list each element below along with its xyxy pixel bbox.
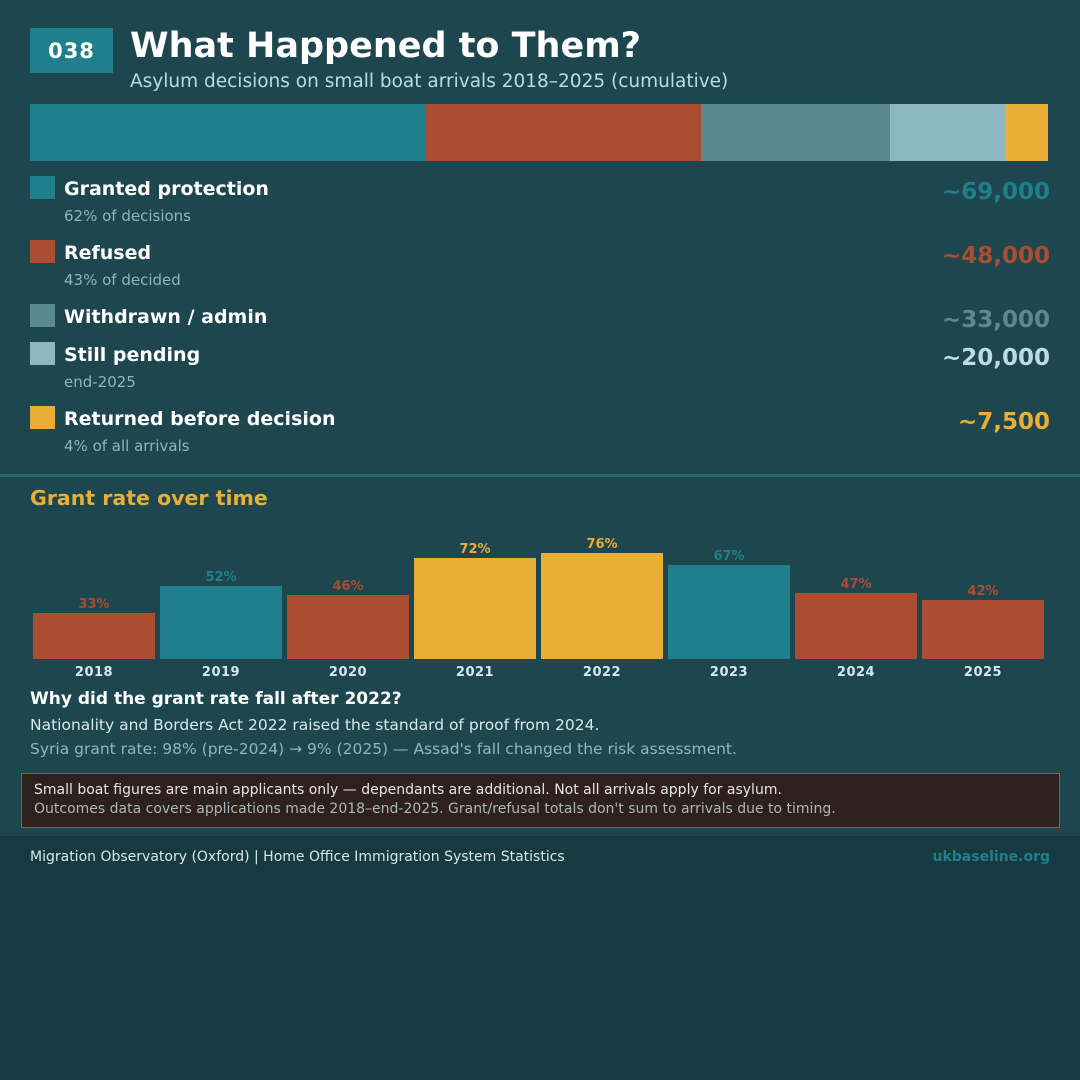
- legend-value: ~7,500: [957, 409, 1050, 435]
- legend-sublabel: end-2025: [64, 373, 136, 391]
- stacked-segment-4: [1004, 104, 1048, 161]
- bar-value-label: 76%: [586, 536, 618, 552]
- legend-value: ~69,000: [941, 179, 1050, 205]
- legend-label: Granted protection: [64, 178, 269, 200]
- legend-value: ~20,000: [941, 345, 1050, 371]
- bar-value-label: 42%: [967, 584, 999, 600]
- note-line-2: Outcomes data covers applications made 2…: [34, 801, 836, 817]
- bar-2023: [668, 565, 790, 659]
- legend-value: ~33,000: [941, 307, 1050, 333]
- bar-value-label: 47%: [840, 577, 872, 593]
- bar-2018: [33, 612, 155, 659]
- source-credit: Migration Observatory (Oxford) | Home Of…: [30, 849, 565, 865]
- footer: [0, 836, 1080, 1080]
- stacked-segment-1: [425, 104, 701, 161]
- legend-swatch: [30, 176, 55, 199]
- grant-rate-bar-chart: 33% 2018 52% 2019 46% 2020 72% 2021 76% 2022 67% 20…: [0, 520, 1080, 690]
- bar-category-label: 2020: [328, 665, 368, 680]
- bar-category-label: 2022: [582, 665, 622, 680]
- legend-swatch: [30, 406, 55, 429]
- bar-value-label: 72%: [459, 542, 491, 558]
- page-title: What Happened to Them?: [130, 26, 641, 66]
- legend-label: Still pending: [64, 344, 201, 366]
- legend-label: Returned before decision: [64, 408, 336, 430]
- explainer-question: Why did the grant rate fall after 2022?: [30, 689, 402, 709]
- bar-category-label: 2023: [709, 665, 749, 680]
- bar-2025: [922, 600, 1044, 659]
- bar-2020: [287, 594, 409, 659]
- issue-badge: 038: [30, 28, 113, 73]
- bar-2022: [541, 552, 663, 659]
- bar-value-label: 46%: [332, 578, 364, 594]
- bar-2021: [414, 558, 536, 659]
- explainer-answer-1: Nationality and Borders Act 2022 raised …: [30, 716, 600, 734]
- bar-2024: [795, 593, 917, 659]
- legend-label: Withdrawn / admin: [64, 306, 268, 328]
- bar-category-label: 2024: [836, 665, 876, 680]
- bar-category-label: 2018: [74, 665, 114, 680]
- outcomes-stacked-bar: [30, 104, 1048, 161]
- bar-value-label: 67%: [713, 549, 745, 565]
- legend-sublabel: 62% of decisions: [64, 207, 191, 225]
- bar-value-label: 33%: [78, 596, 110, 612]
- bar-value-label: 52%: [205, 570, 237, 586]
- stacked-segment-0: [30, 104, 426, 161]
- bar-category-label: 2019: [201, 665, 241, 680]
- grant-rate-chart-title: Grant rate over time: [30, 486, 268, 510]
- legend-swatch: [30, 240, 55, 263]
- legend-sublabel: 43% of decided: [64, 271, 181, 289]
- legend-swatch: [30, 304, 55, 327]
- bar-2019: [160, 586, 282, 659]
- stacked-segment-3: [890, 104, 1005, 161]
- page-subtitle: Asylum decisions on small boat arrivals …: [130, 71, 729, 92]
- methodology-note: Small boat figures are main applicants o…: [21, 773, 1060, 828]
- bar-category-label: 2021: [455, 665, 495, 680]
- note-line-1: Small boat figures are main applicants o…: [34, 782, 782, 798]
- section-divider: [0, 474, 1080, 477]
- legend-sublabel: 4% of all arrivals: [64, 437, 190, 455]
- explainer-answer-2: Syria grant rate: 98% (pre-2024) → 9% (2…: [30, 740, 737, 758]
- legend-value: ~48,000: [941, 243, 1050, 269]
- bar-category-label: 2025: [963, 665, 1003, 680]
- site-link[interactable]: ukbaseline.org: [932, 849, 1051, 865]
- stacked-segment-2: [701, 104, 891, 161]
- legend-swatch: [30, 342, 55, 365]
- legend-label: Refused: [64, 242, 152, 264]
